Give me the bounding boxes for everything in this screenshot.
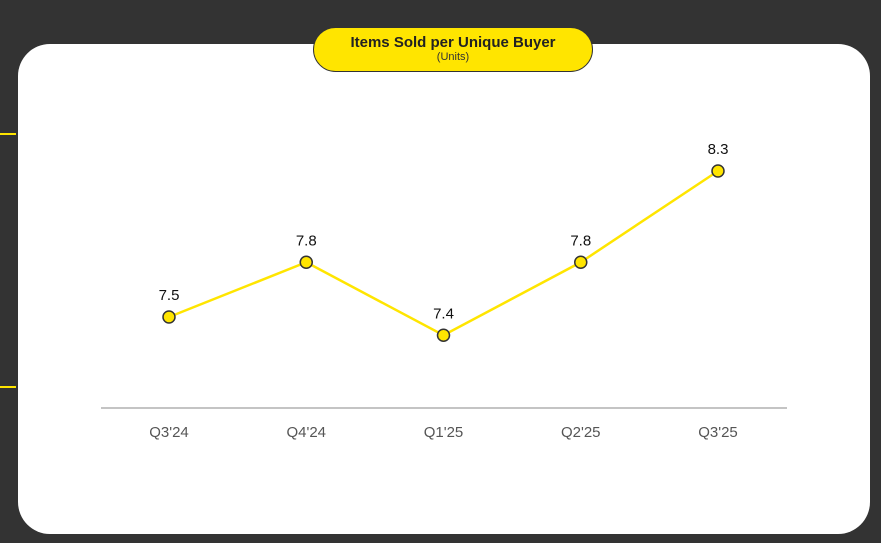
chart-card (18, 44, 870, 534)
chart-subtitle: (Units) (436, 51, 470, 63)
side-accent-mark-bottom (0, 386, 16, 388)
x-tick-label: Q4'24 (286, 424, 326, 441)
x-tick-labels: Q3'24 Q4'24 Q1'25 Q2'25 Q3'25 (149, 424, 738, 441)
chart-title: Items Sold per Unique Buyer (350, 34, 556, 51)
data-point (162, 310, 176, 324)
series-layer: 7.5 7.8 7.4 7.8 8.3 (159, 141, 729, 342)
data-point (711, 164, 725, 178)
data-label: 7.8 (296, 232, 317, 249)
data-point (436, 328, 451, 342)
data-label: 8.3 (708, 141, 729, 158)
chart-title-pill: Items Sold per Unique Buyer (Units) (313, 27, 593, 72)
x-tick-label: Q2'25 (561, 424, 601, 441)
side-accent-mark-top (0, 133, 16, 135)
data-label: 7.8 (570, 232, 591, 249)
x-tick-label: Q3'25 (698, 424, 738, 441)
data-label: 7.4 (433, 305, 454, 322)
data-label: 7.5 (159, 287, 180, 304)
data-point (574, 255, 588, 269)
x-tick-label: Q1'25 (424, 424, 464, 441)
x-tick-label: Q3'24 (149, 424, 189, 441)
data-point (299, 255, 313, 269)
